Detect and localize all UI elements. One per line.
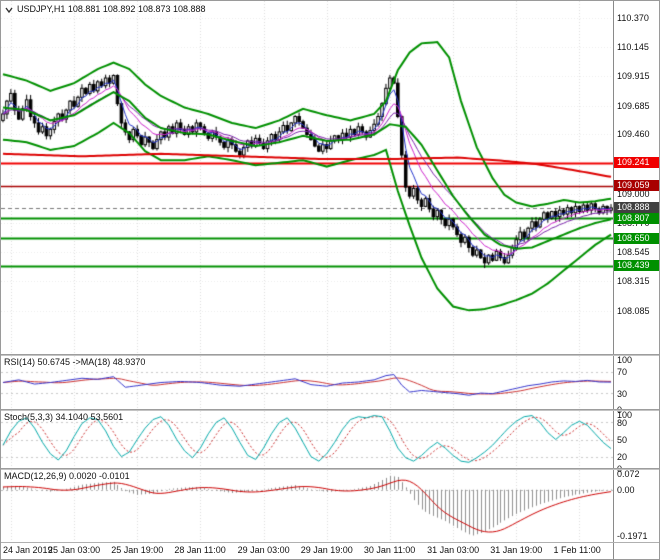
- stoch-tick: 80: [617, 417, 628, 428]
- price-tick: 108.545: [617, 246, 650, 257]
- stoch-canvas[interactable]: [1, 411, 613, 468]
- date-label: 28 Jan 11:00: [174, 545, 226, 555]
- price-level-badge: 109.241: [614, 157, 659, 169]
- price-tick: 108.315: [617, 276, 650, 287]
- price-level-badge: 109.059: [614, 180, 659, 192]
- price-tick: 110.370: [617, 12, 649, 23]
- price-tick: 110.145: [617, 41, 649, 52]
- panel-divider: [1, 542, 659, 543]
- price-tick: 109.460: [617, 129, 650, 140]
- date-label: 25 Jan 19:00: [111, 545, 164, 555]
- date-label: 30 Jan 11:00: [363, 545, 416, 555]
- date-label: 31 Jan 19:00: [490, 545, 543, 555]
- rsi-tick: 100: [617, 355, 633, 365]
- price-level-badge: 108.650: [614, 232, 659, 244]
- macd-canvas[interactable]: [1, 470, 613, 542]
- price-axis[interactable]: 110.370 110.145 109.915 109.685 109.460 109.0…: [613, 1, 659, 559]
- date-label: 31 Jan 03:00: [427, 545, 480, 555]
- panel-divider[interactable]: [1, 354, 659, 356]
- chart-icon: [4, 5, 14, 15]
- macd-tick: -0.1971: [617, 531, 648, 542]
- chart-symbol-label: USDJPY,H1: [17, 4, 66, 14]
- date-label: 24 Jan 2019: [3, 545, 53, 555]
- price-tick: 109.000: [617, 188, 650, 199]
- main-chart-canvas[interactable]: [1, 1, 613, 354]
- date-label: 1 Feb 11:00: [553, 545, 601, 555]
- price-tick: 109.915: [617, 71, 650, 82]
- macd-tick: 0.072: [617, 469, 640, 479]
- price-tick: 109.685: [617, 100, 650, 111]
- panel-divider[interactable]: [1, 409, 659, 411]
- price-level-badge: 108.807: [614, 212, 659, 224]
- stoch-tick: 100: [617, 410, 633, 420]
- macd-label: MACD(12,26,9) 0.0020 -0.0101: [4, 471, 130, 481]
- price-level-badge: 108.888: [614, 202, 659, 214]
- stoch-tick: 20: [617, 452, 628, 463]
- date-label: 29 Jan 19:00: [300, 545, 353, 555]
- date-label: 25 Jan 03:00: [48, 545, 101, 555]
- macd-tick: 0.00: [617, 485, 635, 496]
- time-axis[interactable]: 24 Jan 2019 25 Jan 03:00 25 Jan 19:00 28 Ja…: [1, 543, 613, 559]
- chart-ohlc-label: 108.881 108.892 108.873 108.888: [67, 4, 206, 14]
- chart-title: USDJPY,H1 108.881 108.892 108.873 108.88…: [17, 4, 206, 14]
- panel-divider[interactable]: [1, 468, 659, 470]
- date-label: 29 Jan 03:00: [237, 545, 290, 555]
- stoch-tick: 50: [617, 435, 628, 445]
- price-level-badge: 108.439: [614, 260, 659, 272]
- price-tick: 108.085: [617, 305, 650, 316]
- stoch-label: Stoch(5,3,3) 34.1040 53.5601: [4, 412, 124, 422]
- rsi-canvas[interactable]: [1, 356, 613, 409]
- rsi-label: RSI(14) 50.6745 ->MA(18) 48.9370: [4, 357, 146, 367]
- rsi-tick: 70: [617, 367, 628, 378]
- rsi-tick: 30: [617, 388, 628, 399]
